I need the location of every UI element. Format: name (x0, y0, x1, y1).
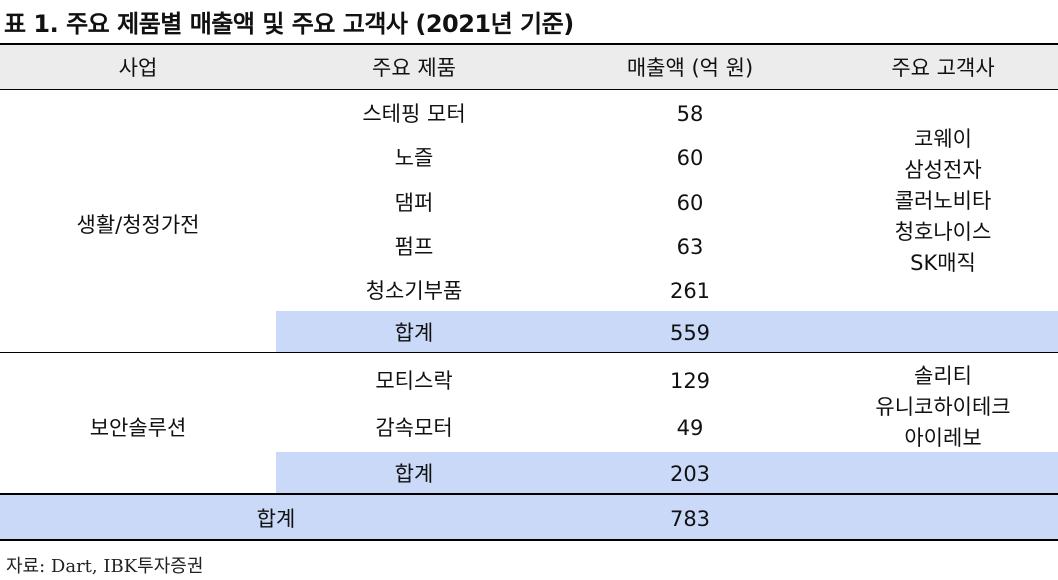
customer-name: 아이레보 (904, 426, 982, 450)
header-rule (0, 89, 1058, 90)
group-rule (0, 352, 1058, 353)
product-revenue: 129 (669, 369, 711, 393)
subtotal-value: 559 (669, 321, 711, 345)
product-name: 댐퍼 (394, 191, 434, 215)
header-background (0, 44, 1058, 89)
product-revenue: 261 (669, 279, 711, 303)
product-name: 펌프 (394, 235, 434, 259)
total-top-rule (0, 493, 1058, 495)
subtotal-band (276, 311, 1058, 352)
top-rule (0, 43, 1058, 45)
table-title: 표 1. 주요 제품별 매출액 및 주요 고객사 (2021년 기준) (4, 10, 574, 38)
customer-name: SK매직 (910, 251, 976, 275)
total-label: 합계 (256, 507, 296, 531)
column-header-customers: 주요 고객사 (891, 56, 995, 80)
customer-name: 코웨이 (914, 127, 972, 151)
product-revenue: 58 (676, 102, 704, 126)
customer-name: 솔리티 (914, 364, 972, 388)
product-revenue: 49 (676, 416, 704, 440)
product-name: 모티스락 (375, 369, 453, 393)
subtotal-band (276, 452, 1058, 493)
product-revenue: 60 (676, 146, 704, 170)
column-header-product: 주요 제품 (372, 56, 456, 80)
product-name: 청소기부품 (365, 279, 463, 303)
source-note: 자료: Dart, IBK투자증권 (6, 556, 204, 577)
customer-name: 유니코하이테크 (875, 395, 1011, 419)
product-revenue: 60 (676, 191, 704, 215)
product-revenue: 63 (676, 235, 704, 259)
column-header-revenue: 매출액 (억 원) (626, 56, 754, 80)
product-name: 노즐 (394, 146, 434, 170)
subtotal-label: 합계 (394, 321, 434, 345)
customer-name: 청호나이스 (894, 220, 992, 244)
bottom-rule (0, 539, 1058, 541)
product-name: 감속모터 (375, 416, 453, 440)
customer-list: 코웨이 삼성전자 콜러노비타 청호나이스 SK매직 (828, 124, 1058, 279)
subtotal-value: 203 (669, 462, 711, 486)
business-name: 보안솔루션 (89, 416, 187, 440)
total-band (0, 495, 1058, 539)
column-header-business: 사업 (118, 56, 158, 80)
subtotal-label: 합계 (394, 462, 434, 486)
total-value: 783 (669, 507, 711, 531)
business-name: 생활/청정가전 (76, 213, 200, 237)
product-name: 스테핑 모터 (362, 102, 466, 126)
customer-name: 삼성전자 (904, 158, 982, 182)
customer-list: 솔리티 유니코하이테크 아이레보 (828, 361, 1058, 454)
customer-name: 콜러노비타 (894, 189, 992, 213)
